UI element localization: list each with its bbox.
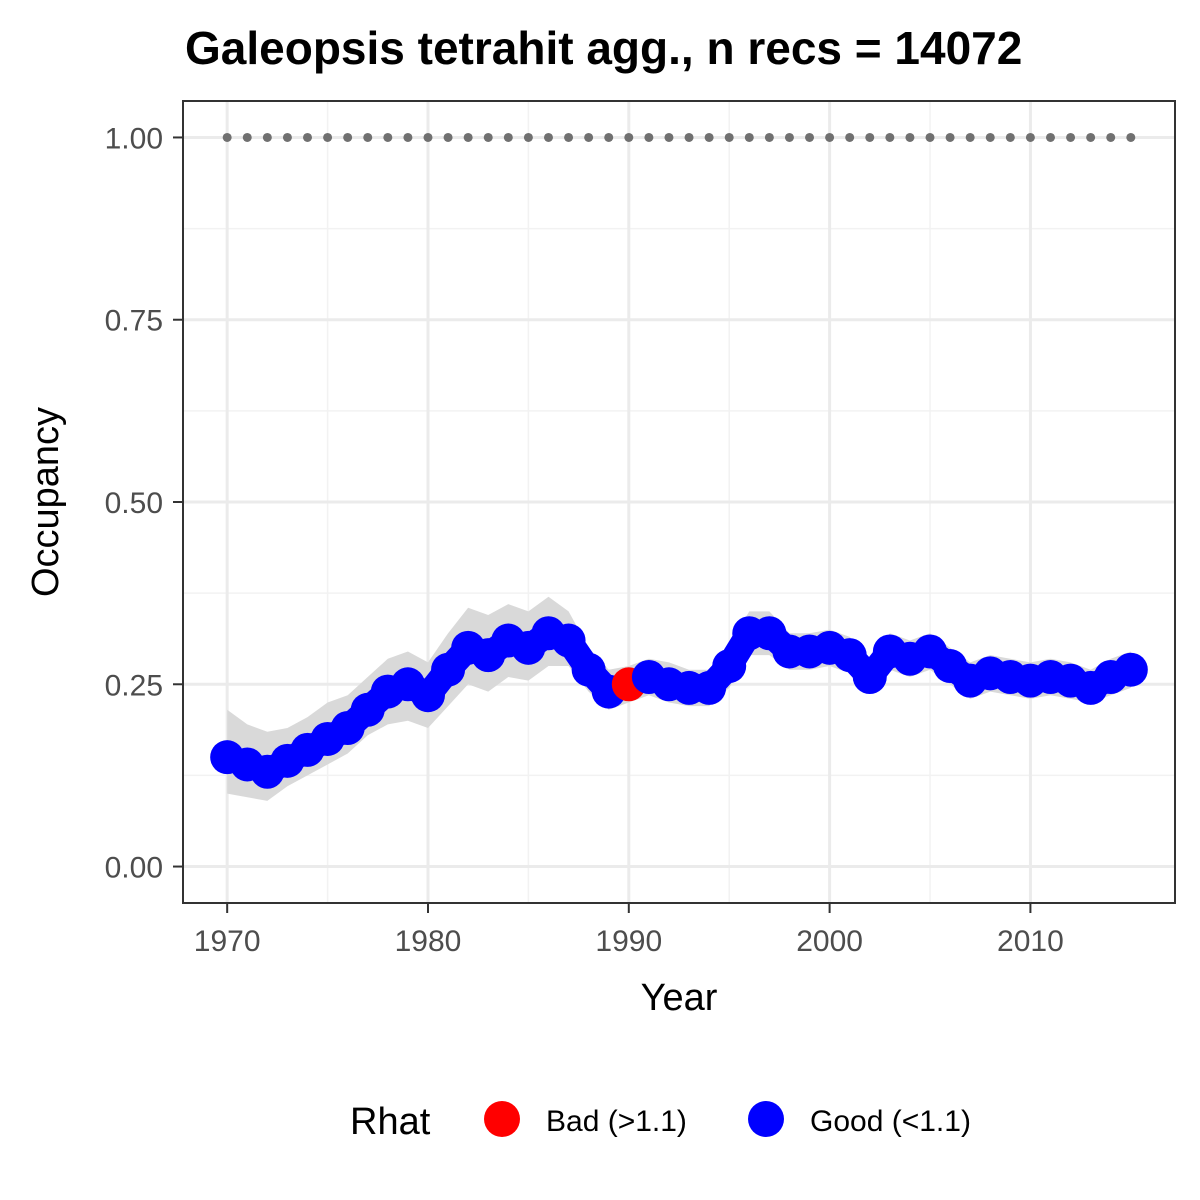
grid xyxy=(183,101,1175,903)
reference-dot xyxy=(604,132,614,142)
reference-dot xyxy=(624,132,634,142)
x-tick-label: 1980 xyxy=(395,925,462,958)
reference-dot xyxy=(262,132,272,142)
reference-dot xyxy=(724,132,734,142)
reference-dot xyxy=(523,132,533,142)
data-point-good xyxy=(431,652,466,687)
x-axis: 1970 1980 1990 2000 2010 xyxy=(194,903,1064,958)
reference-dot xyxy=(764,132,774,142)
reference-dot xyxy=(343,132,353,142)
reference-dot xyxy=(1066,132,1076,142)
legend: Rhat Bad (>1.1) Good (<1.1) xyxy=(350,1101,971,1143)
y-tick-label: 0.50 xyxy=(105,487,163,520)
reference-dot xyxy=(1106,132,1116,142)
reference-dot xyxy=(885,132,895,142)
reference-dot xyxy=(784,132,794,142)
reference-dot xyxy=(704,132,714,142)
reference-dot xyxy=(1025,132,1035,142)
data-point-good xyxy=(551,623,586,658)
reference-dot xyxy=(543,132,553,142)
y-axis: 0.00 0.25 0.50 0.75 1.00 xyxy=(105,122,183,885)
legend-good-label: Good (<1.1) xyxy=(810,1105,971,1138)
reference-dot xyxy=(825,132,835,142)
reference-dot xyxy=(363,132,373,142)
y-tick-label: 0.00 xyxy=(105,852,163,885)
reference-dot xyxy=(383,132,393,142)
reference-dot xyxy=(503,132,513,142)
data-point-good xyxy=(852,659,887,694)
reference-dot xyxy=(965,132,975,142)
data-point-good xyxy=(712,649,747,684)
legend-title: Rhat xyxy=(350,1101,431,1143)
reference-dot xyxy=(242,132,252,142)
reference-dot xyxy=(443,132,453,142)
y-tick-label: 1.00 xyxy=(105,122,163,155)
reference-dot xyxy=(985,132,995,142)
data-point-good xyxy=(571,652,606,687)
reference-dot xyxy=(483,132,493,142)
reference-dot xyxy=(222,132,232,142)
data-point-good xyxy=(692,670,727,705)
x-tick-label: 1990 xyxy=(595,925,662,958)
data-point-good xyxy=(832,638,867,673)
data-point-good xyxy=(410,678,445,713)
x-tick-label: 2010 xyxy=(997,925,1064,958)
reference-dot xyxy=(564,132,574,142)
y-axis-title: Occupancy xyxy=(25,407,67,597)
reference-dot xyxy=(1126,132,1136,142)
reference-dot xyxy=(865,132,875,142)
reference-dot xyxy=(584,132,594,142)
reference-dot xyxy=(423,132,433,142)
y-tick-label: 0.25 xyxy=(105,669,163,702)
reference-dot xyxy=(1045,132,1055,142)
y-tick-label: 0.75 xyxy=(105,305,163,338)
reference-dot xyxy=(282,132,292,142)
legend-bad-key xyxy=(484,1101,520,1137)
reference-line xyxy=(222,132,1136,142)
data-points xyxy=(210,616,1148,789)
reference-dot xyxy=(644,132,654,142)
reference-dot xyxy=(684,132,694,142)
x-tick-label: 2000 xyxy=(796,925,863,958)
reference-dot xyxy=(323,132,333,142)
reference-dot xyxy=(303,132,313,142)
reference-dot xyxy=(744,132,754,142)
data-point-good xyxy=(1113,652,1148,687)
reference-dot xyxy=(403,132,413,142)
reference-dot xyxy=(664,132,674,142)
legend-bad-label: Bad (>1.1) xyxy=(546,1105,687,1138)
reference-dot xyxy=(463,132,473,142)
reference-dot xyxy=(1086,132,1096,142)
chart-title: Galeopsis tetrahit agg., n recs = 14072 xyxy=(185,22,1022,74)
x-axis-title: Year xyxy=(641,977,718,1019)
legend-good-key xyxy=(748,1101,784,1137)
reference-dot xyxy=(805,132,815,142)
reference-dot xyxy=(945,132,955,142)
reference-dot xyxy=(925,132,935,142)
reference-dot xyxy=(1005,132,1015,142)
reference-dot xyxy=(845,132,855,142)
reference-dot xyxy=(905,132,915,142)
x-tick-label: 1970 xyxy=(194,925,261,958)
